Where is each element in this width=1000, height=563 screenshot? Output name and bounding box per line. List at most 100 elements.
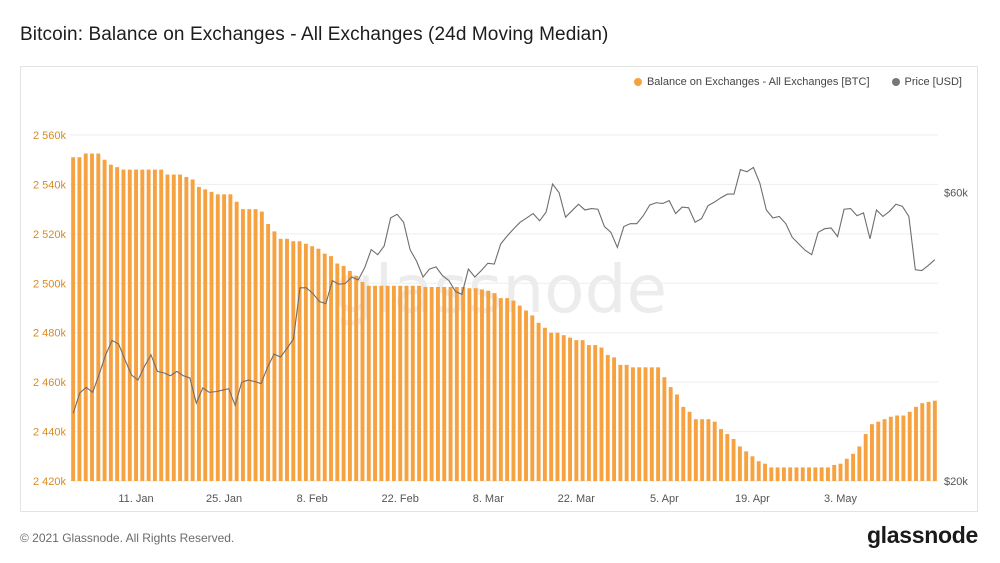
y-tick-label: 2 420k xyxy=(33,476,67,488)
balance-bar xyxy=(907,411,912,481)
x-tick-label: 22. Mar xyxy=(558,493,596,505)
brand-logo[interactable]: glassnode xyxy=(866,522,978,548)
balance-bar xyxy=(700,419,705,481)
balance-bar xyxy=(454,286,459,481)
x-tick-label: 25. Jan xyxy=(206,493,242,505)
y-axis-left: 2 420k 2 440k 2 460k 2 480k 2 500k 2 520k 2 54… xyxy=(33,130,67,488)
balance-bar xyxy=(530,315,535,481)
x-tick-label: 5. Apr xyxy=(650,493,679,505)
balance-bar xyxy=(310,246,315,481)
balance-bar xyxy=(555,332,560,481)
balance-bar xyxy=(819,467,824,481)
legend-dot-balance xyxy=(633,78,642,86)
balance-bar xyxy=(486,290,491,481)
balance-bar xyxy=(844,458,849,481)
balance-bar xyxy=(410,285,415,481)
balance-bar xyxy=(77,157,82,482)
balance-bar xyxy=(863,434,868,481)
balance-bar xyxy=(171,174,176,482)
balance-bar xyxy=(561,335,566,481)
balance-bar xyxy=(379,285,384,481)
x-tick-label: 8. Feb xyxy=(297,493,328,505)
balance-bar xyxy=(335,263,340,481)
balance-bar xyxy=(788,467,793,481)
balance-bar xyxy=(253,209,258,481)
balance-bar xyxy=(291,241,296,481)
balance-bar xyxy=(442,286,447,481)
y-tick-label: 2 440k xyxy=(33,427,67,439)
balance-bar xyxy=(272,231,277,481)
balance-bar xyxy=(769,467,774,481)
balance-bar xyxy=(467,288,472,481)
balance-bar xyxy=(920,403,925,481)
x-tick-label: 11. Jan xyxy=(118,493,153,505)
balance-bar xyxy=(285,238,289,481)
balance-bar xyxy=(341,265,346,481)
y-right-tick-label: $20k xyxy=(944,476,968,488)
balance-bar xyxy=(536,322,541,481)
balance-bar xyxy=(121,169,126,481)
balance-bar xyxy=(763,463,767,481)
balance-bar xyxy=(373,285,378,481)
balance-bar xyxy=(630,367,635,481)
balance-bar xyxy=(159,169,164,481)
balance-bar xyxy=(668,387,673,481)
balance-bar xyxy=(259,211,264,482)
balance-bar xyxy=(524,310,528,481)
balance-bar xyxy=(278,238,283,481)
y-right-tick-label: $60k xyxy=(944,188,968,200)
balance-bar xyxy=(807,467,812,481)
balance-bar xyxy=(580,340,585,481)
balance-bar xyxy=(586,345,591,481)
balance-bar xyxy=(750,456,755,481)
balance-bar xyxy=(354,275,359,481)
balance-bar xyxy=(895,415,900,481)
balance-bar xyxy=(599,347,604,481)
copyright-footer: © 2021 Glassnode. All Rights Reserved. xyxy=(20,531,235,545)
price-line xyxy=(72,166,936,414)
balance-bar xyxy=(83,153,88,482)
balance-bar xyxy=(215,194,220,481)
balance-bar xyxy=(876,421,881,481)
balance-bar xyxy=(448,286,453,481)
balance-bar xyxy=(152,169,157,481)
balance-bar xyxy=(71,157,76,482)
balance-bar xyxy=(102,159,107,481)
balance-bar xyxy=(825,467,830,481)
balance-bar xyxy=(234,201,239,482)
balance-bar xyxy=(838,463,843,481)
balance-bars xyxy=(71,153,937,482)
balance-bar xyxy=(90,153,94,482)
gridlines xyxy=(70,134,938,482)
y-tick-label: 2 460k xyxy=(33,377,67,389)
balance-bar xyxy=(800,467,805,481)
balance-bar xyxy=(675,394,679,481)
balance-bar xyxy=(643,367,648,481)
balance-bar xyxy=(184,177,189,481)
x-tick-label: 8. Mar xyxy=(473,493,505,505)
balance-bar xyxy=(637,367,642,481)
balance-bar xyxy=(391,285,396,481)
balance-bar xyxy=(851,453,856,481)
balance-bar xyxy=(228,194,233,481)
legend-item-balance[interactable]: Balance on Exchanges - All Exchanges [BT… xyxy=(633,76,870,88)
x-tick-label: 22. Feb xyxy=(382,493,419,505)
balance-bar xyxy=(549,332,554,481)
balance-bar xyxy=(297,241,302,481)
balance-bar xyxy=(706,419,711,481)
balance-bar xyxy=(593,345,598,481)
y-axis-right: $20k $60k xyxy=(944,188,968,488)
balance-bar xyxy=(190,179,195,482)
balance-bar xyxy=(96,153,101,482)
balance-bar xyxy=(744,451,749,481)
balance-bar xyxy=(756,461,761,481)
balance-bar xyxy=(115,167,120,481)
y-tick-label: 2 540k xyxy=(33,179,67,191)
balance-bar xyxy=(140,169,145,481)
balance-bar xyxy=(624,364,629,481)
legend-item-price[interactable]: Price [USD] xyxy=(891,76,962,88)
balance-bar xyxy=(492,293,497,481)
balance-bar xyxy=(693,419,698,481)
legend-label-balance: Balance on Exchanges - All Exchanges [BT… xyxy=(646,76,870,88)
